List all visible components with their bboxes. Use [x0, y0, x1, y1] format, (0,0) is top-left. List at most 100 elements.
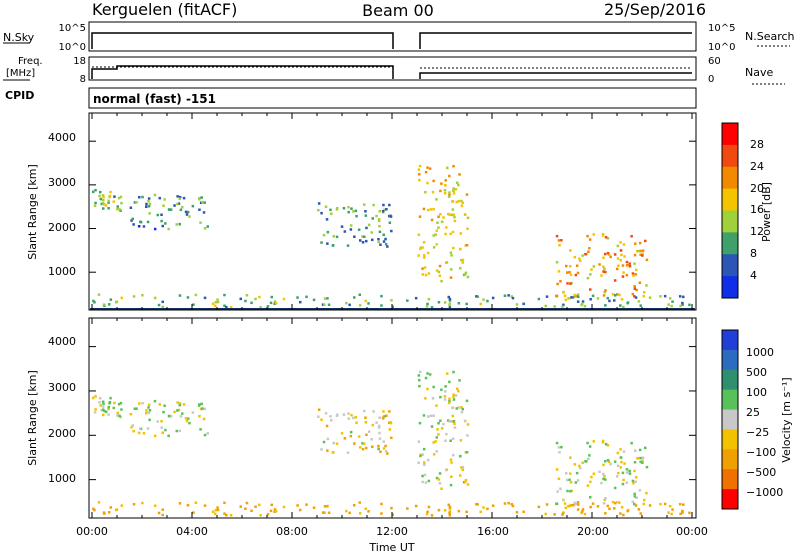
echo-cell — [229, 514, 233, 517]
echo-cell — [587, 457, 590, 461]
echo-cell — [197, 404, 201, 407]
echo-cell — [643, 291, 646, 294]
echo-cell — [348, 303, 351, 307]
echo-cell — [581, 461, 584, 464]
echo-cell — [223, 293, 226, 297]
colorbar-segment — [722, 210, 738, 233]
echo-cell — [429, 208, 433, 211]
echo-cell — [450, 268, 453, 271]
echo-cell — [131, 424, 134, 427]
echo-cell — [574, 481, 578, 484]
echo-cell — [424, 481, 428, 484]
echo-cell — [382, 440, 385, 443]
echo-cell — [378, 437, 382, 440]
echo-cell — [349, 228, 353, 231]
echo-cell — [108, 511, 111, 514]
echo-cell — [633, 502, 636, 506]
echo-cell — [438, 264, 442, 268]
echo-cell — [449, 483, 453, 487]
echo-cell — [592, 265, 596, 268]
echo-cell — [437, 478, 441, 481]
echo-cell — [436, 428, 439, 431]
echo-cell — [461, 201, 464, 205]
echo-cell — [158, 403, 161, 406]
echo-cell — [515, 303, 519, 306]
echo-cell — [642, 502, 645, 506]
echo-cell — [515, 511, 519, 514]
echo-cell — [94, 188, 97, 192]
echo-cell — [619, 466, 622, 469]
echo-cell — [353, 235, 356, 238]
echo-cell — [92, 190, 95, 194]
echo-cell — [324, 412, 328, 415]
echo-cell — [194, 293, 198, 297]
echo-cell — [566, 271, 569, 274]
echo-cell — [479, 510, 482, 514]
echo-cell — [602, 477, 605, 481]
echo-cell — [581, 302, 584, 305]
echo-cell — [576, 271, 580, 275]
echo-cell — [102, 511, 106, 514]
echo-cell — [381, 210, 385, 213]
echo-cell — [93, 411, 97, 414]
echo-cell — [601, 234, 605, 237]
echo-cell — [203, 433, 207, 437]
nave-tick-top: 60 — [708, 56, 721, 67]
echo-cell — [202, 417, 206, 421]
echo-cell — [564, 506, 568, 510]
date-title: 25/Sep/2016 — [604, 0, 706, 19]
echo-cell — [108, 303, 111, 306]
echo-cell — [576, 479, 580, 482]
echo-cell — [102, 303, 106, 306]
echo-cell — [435, 476, 439, 480]
echo-cell — [586, 484, 590, 487]
echo-cell — [598, 470, 601, 473]
echo-cell — [378, 431, 381, 435]
echo-cell — [600, 274, 603, 277]
echo-cell — [451, 437, 455, 440]
echo-cell — [389, 421, 393, 425]
echo-cell — [201, 200, 204, 204]
echo-cell — [211, 302, 215, 305]
echo-cell — [449, 232, 452, 236]
echo-cell — [371, 238, 374, 242]
echo-cell — [580, 511, 583, 515]
echo-cell — [102, 199, 105, 202]
echo-cell — [282, 505, 286, 509]
velocity-ytick-4000: 4000 — [48, 335, 76, 348]
echo-cell — [132, 429, 135, 433]
velocity-cbar-tick-100: 100 — [746, 386, 767, 399]
echo-cell — [617, 471, 620, 475]
echo-cell — [576, 501, 580, 504]
echo-cell — [559, 487, 562, 490]
echo-cell — [132, 295, 136, 298]
power-ytick-4000: 4000 — [48, 131, 76, 144]
echo-cell — [423, 254, 426, 257]
echo-cell — [101, 400, 105, 403]
echo-cell — [443, 395, 447, 398]
echo-cell — [185, 419, 189, 423]
echo-cell — [645, 491, 648, 495]
echo-cell — [568, 265, 572, 268]
echo-cell — [558, 244, 561, 247]
echo-cell — [578, 257, 581, 260]
nsearch-tick-top: 10^5 — [708, 23, 735, 34]
echo-cell — [118, 414, 121, 418]
cpid-label: CPID — [5, 89, 34, 102]
echo-cell — [162, 204, 165, 207]
echo-cell — [608, 299, 611, 303]
echo-cell — [571, 504, 575, 507]
echo-cell — [639, 253, 642, 256]
echo-cell — [447, 419, 450, 422]
echo-cell — [342, 413, 346, 416]
echo-cell — [169, 208, 173, 211]
echo-cell — [577, 503, 580, 506]
echo-cell — [482, 506, 485, 509]
echo-cell — [326, 242, 329, 245]
echo-cell — [364, 421, 368, 424]
echo-cell — [161, 431, 164, 434]
echo-cell — [109, 506, 113, 509]
echo-cell — [92, 396, 95, 400]
echo-cell — [588, 247, 591, 250]
echo-cell — [486, 507, 489, 511]
